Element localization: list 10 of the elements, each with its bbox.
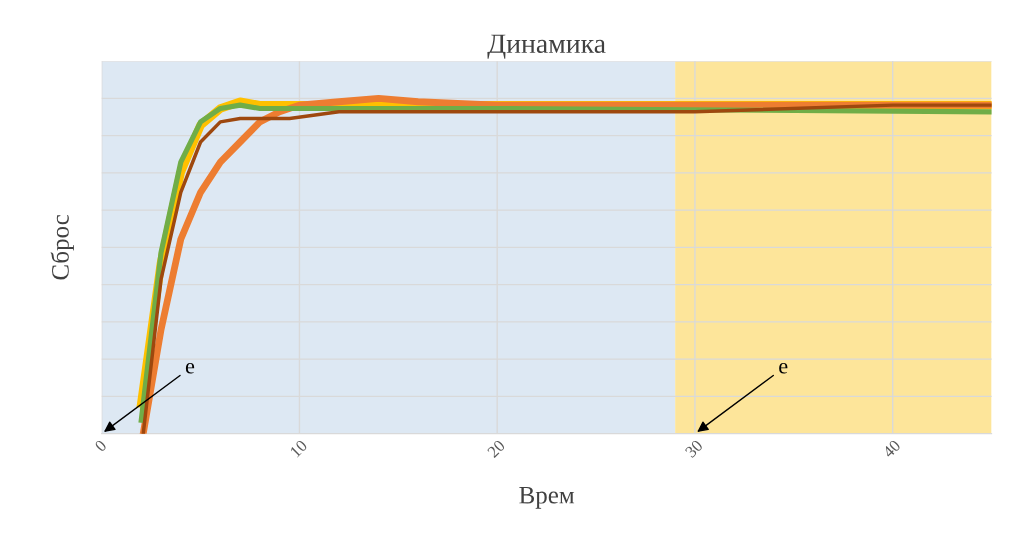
chart-title: Динамика	[487, 34, 606, 59]
x-tick-label: 20	[486, 439, 506, 459]
x-tick-label: 10	[289, 439, 308, 458]
annotation: e	[779, 362, 788, 374]
x-tick-label: 40	[882, 439, 902, 459]
y-axis-title: Сброс	[50, 214, 74, 280]
x-axis-title: Врем	[519, 486, 575, 509]
x-tick-label: 30	[684, 439, 704, 459]
annotation: e	[185, 362, 195, 374]
x-tick-label: 0	[94, 439, 108, 453]
